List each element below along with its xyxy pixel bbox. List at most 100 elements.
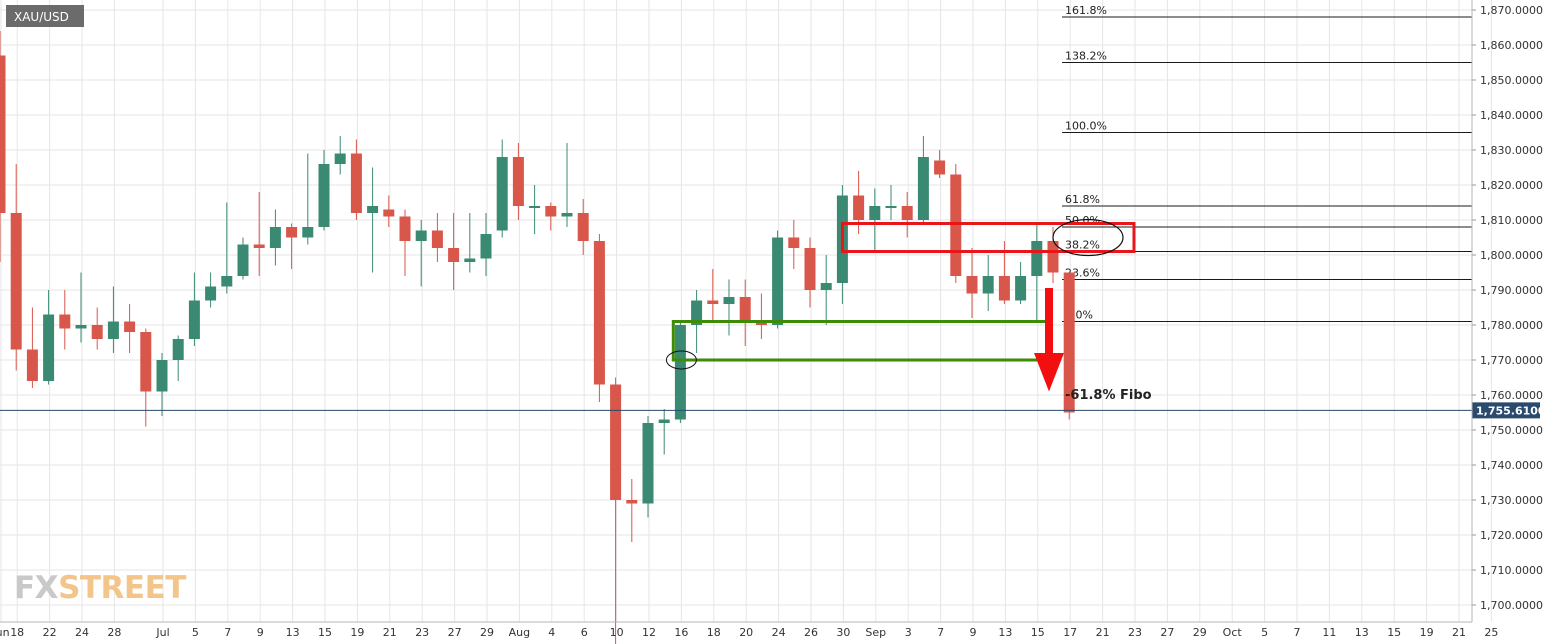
x-tick-label: 18 (10, 626, 24, 639)
candle (707, 269, 719, 322)
y-tick-label: 1,700.0000 (1480, 599, 1543, 612)
candle-body (286, 227, 298, 238)
support-zone-box (671, 320, 1053, 362)
candle (561, 143, 573, 227)
x-tick-label: 3 (905, 626, 912, 639)
symbol-badge[interactable]: XAU/USD (6, 5, 84, 27)
candle (772, 230, 784, 329)
x-tick-label: 15 (1031, 626, 1045, 639)
y-tick-label: 1,810.0000 (1480, 214, 1543, 227)
x-tick-label: 13 (286, 626, 300, 639)
candle-body (350, 153, 362, 213)
candle-body (10, 213, 22, 350)
candle (318, 150, 330, 231)
x-tick-label: 29 (1193, 626, 1207, 639)
y-tick-label: 1,840.0000 (1480, 109, 1543, 122)
resistance-zone-box (840, 222, 1136, 253)
candle-body (853, 195, 865, 220)
x-tick-label: 6 (581, 626, 588, 639)
candle-body (253, 244, 265, 248)
x-tick-label: 9 (257, 626, 264, 639)
candle (626, 479, 638, 542)
candle-body (691, 300, 703, 325)
svg-text:FXSTREET: FXSTREET (14, 570, 186, 606)
candle (237, 237, 249, 280)
x-tick-label: 24 (772, 626, 786, 639)
candle (966, 248, 978, 318)
x-tick-label: 15 (1387, 626, 1401, 639)
candle-body (1015, 276, 1027, 301)
candle (334, 136, 346, 175)
candle (820, 255, 832, 325)
grid-layer (0, 0, 1492, 622)
candle (367, 167, 379, 273)
x-tick-label: 19 (350, 626, 364, 639)
candle-body (545, 206, 557, 217)
candle (75, 272, 87, 343)
candle (917, 136, 929, 224)
support-highlight-ellipse (665, 350, 697, 370)
current-price-tag (1472, 402, 1540, 419)
candle-body (480, 234, 492, 259)
candle-body (804, 248, 816, 290)
y-tick-label: 1,740.0000 (1480, 459, 1543, 472)
y-tick-label: 1,720.0000 (1480, 529, 1543, 542)
candle (448, 213, 460, 290)
x-tick-label: 7 (1294, 626, 1301, 639)
y-tick-label: 1,710.0000 (1480, 564, 1543, 577)
y-tick-label: 1,860.0000 (1480, 39, 1543, 52)
candle (593, 234, 605, 402)
candle-body (739, 297, 751, 322)
overlay-layer: 1,755.6100 -61.8% Fibo (0, 218, 1546, 419)
y-tick-label: 1,870.0000 (1480, 4, 1543, 17)
candle (982, 255, 994, 311)
candle-body (205, 286, 217, 301)
candle (188, 272, 200, 346)
candle (302, 153, 314, 245)
candle (642, 416, 654, 518)
x-tick-label: 19 (1420, 626, 1434, 639)
candle (350, 139, 362, 220)
x-tick-label: 12 (642, 626, 656, 639)
candle-body (772, 237, 784, 325)
arrow-shaft (1045, 288, 1053, 353)
candle (901, 192, 913, 238)
y-tick-label: 1,750.0000 (1480, 424, 1543, 437)
candle-body (610, 384, 622, 500)
watermark-logo: FXSTREET (14, 570, 187, 606)
fib-level-label: 138.2% (1065, 50, 1107, 63)
candle-body (383, 209, 395, 217)
candle (934, 150, 946, 178)
fib-highlight-ellipse (1052, 218, 1124, 257)
y-tick-label: 1,820.0000 (1480, 179, 1543, 192)
x-tick-label: 16 (674, 626, 688, 639)
x-tick-label: 23 (415, 626, 429, 639)
candle (1063, 272, 1075, 420)
y-tick-label: 1,760.0000 (1480, 389, 1543, 402)
candle-body (950, 174, 962, 276)
x-tick-label: Sep (865, 626, 886, 639)
candle-body (107, 321, 119, 339)
candle-body (1047, 241, 1059, 273)
candle (26, 307, 38, 388)
x-tick-label: 10 (610, 626, 624, 639)
candle (0, 31, 6, 262)
candle-body (156, 360, 168, 392)
fib-level-label: 50.0% (1065, 214, 1100, 227)
candle-body (496, 157, 508, 231)
candle (91, 307, 103, 350)
candle (885, 185, 897, 220)
candle (140, 328, 152, 427)
candle-body (512, 157, 524, 206)
candle-body (43, 314, 55, 381)
candle (221, 202, 233, 294)
x-tick-label: 18 (707, 626, 721, 639)
x-tick-label: 9 (970, 626, 977, 639)
x-tick-label: 7 (937, 626, 944, 639)
candle-body (59, 314, 71, 329)
watermark-fx: FX (14, 570, 59, 606)
candle-body (982, 276, 994, 294)
y-tick-label: 1,790.0000 (1480, 284, 1543, 297)
candle-body (75, 325, 87, 329)
